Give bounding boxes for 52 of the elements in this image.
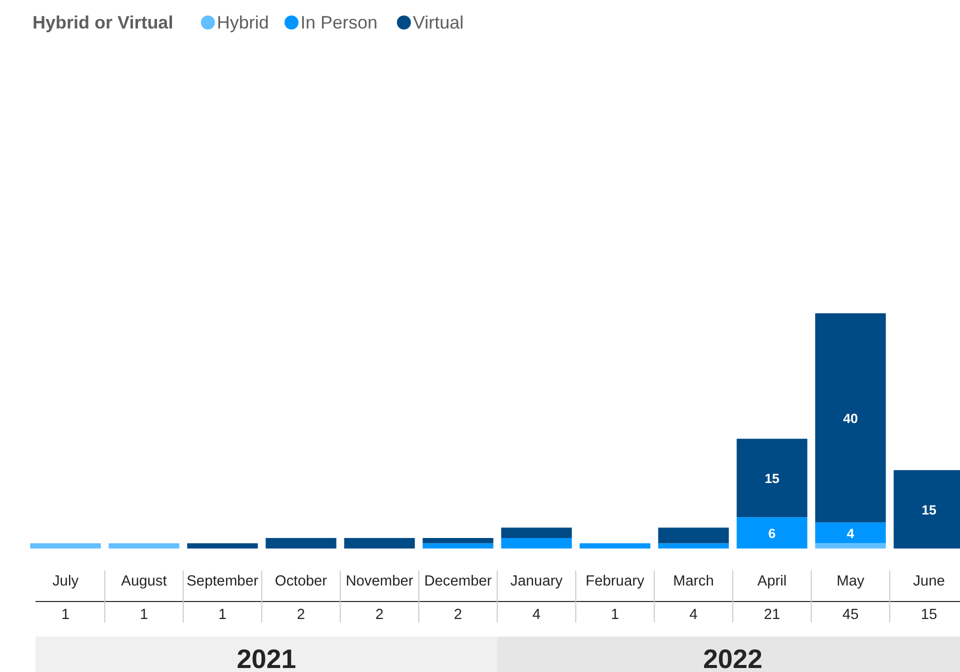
bar xyxy=(422,538,494,544)
text: 4 xyxy=(689,607,698,623)
data-label: 6 xyxy=(768,526,776,541)
data-label: 4 xyxy=(846,526,855,541)
x-tick-label: November xyxy=(346,574,414,590)
text: 4 xyxy=(532,607,541,623)
bar xyxy=(422,543,494,548)
bar xyxy=(501,538,572,548)
bar xyxy=(815,313,886,522)
text: 1 xyxy=(61,607,70,623)
bar xyxy=(736,438,808,518)
text: 45 xyxy=(842,607,859,623)
text: 1 xyxy=(140,607,148,623)
bar xyxy=(30,543,101,548)
data-label: 15 xyxy=(922,502,937,518)
text: 2022 xyxy=(703,644,762,672)
legend-label: Hybrid xyxy=(216,12,269,32)
x-tick-label: December xyxy=(424,574,492,590)
x-tick-label: October xyxy=(274,574,328,590)
bar xyxy=(266,538,336,548)
bar xyxy=(108,543,180,548)
x-tick-label: August xyxy=(121,574,167,590)
data-label: 40 xyxy=(843,410,858,426)
text: 2 xyxy=(296,607,306,623)
bar xyxy=(815,522,886,544)
x-tick-label: July xyxy=(52,574,80,590)
legend-label: Virtual xyxy=(412,12,464,32)
x-tick-label: June xyxy=(913,574,945,590)
data-label: 15 xyxy=(764,470,780,486)
legend-label: In Person xyxy=(300,12,378,32)
bar xyxy=(501,528,572,538)
bar xyxy=(736,517,808,548)
bar xyxy=(815,543,886,548)
x-tick-label: March xyxy=(673,574,714,590)
x-tick-label: February xyxy=(586,574,645,590)
bar xyxy=(580,543,650,548)
text: 15 xyxy=(920,607,938,623)
bar xyxy=(658,543,729,548)
text: 2 xyxy=(454,607,462,623)
legend-title: Hybrid or Virtual xyxy=(32,12,174,32)
x-tick-label: September xyxy=(186,574,258,590)
text: 2 xyxy=(375,607,384,623)
text: 1 xyxy=(218,607,227,623)
bar xyxy=(344,538,415,548)
x-tick-label: May xyxy=(836,574,866,590)
text: 2021 xyxy=(236,644,296,672)
x-tick-label: April xyxy=(757,574,787,590)
bar xyxy=(187,543,258,548)
bar xyxy=(658,528,729,544)
text: 21 xyxy=(764,607,780,623)
x-tick-label: January xyxy=(510,574,564,590)
text: 1 xyxy=(610,607,620,623)
